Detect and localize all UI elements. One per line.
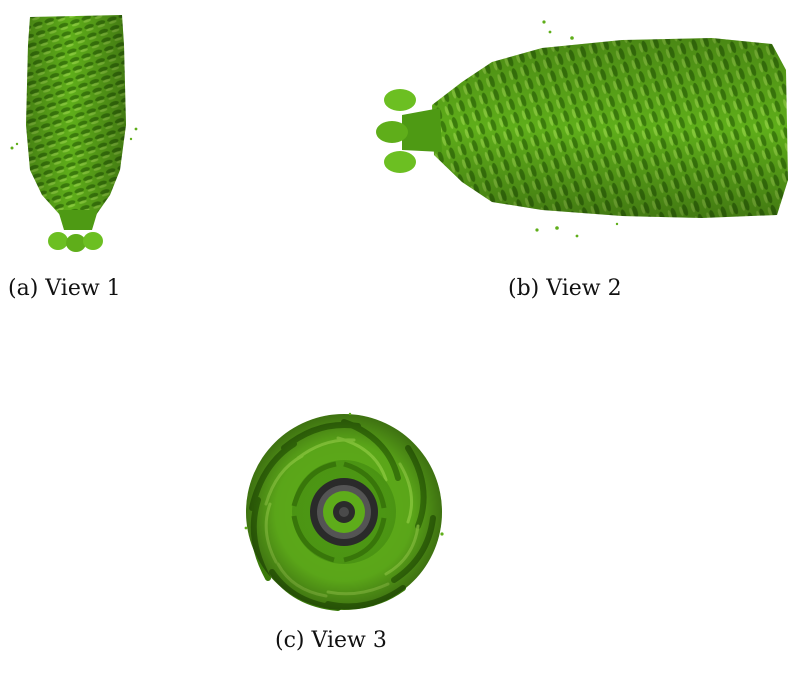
figure-panel-a: [0, 5, 150, 255]
figure-panel-b: [372, 10, 788, 250]
figure-panel-c: [228, 408, 460, 618]
caption-view-3: (c) View 3: [275, 628, 387, 653]
caption-view-2: (b) View 2: [508, 276, 622, 301]
filament-view-1-image: [10, 15, 138, 252]
filament-view-3-image: [244, 412, 444, 611]
filament-view-2-image: [376, 20, 788, 238]
caption-view-1: (a) View 1: [8, 276, 121, 301]
